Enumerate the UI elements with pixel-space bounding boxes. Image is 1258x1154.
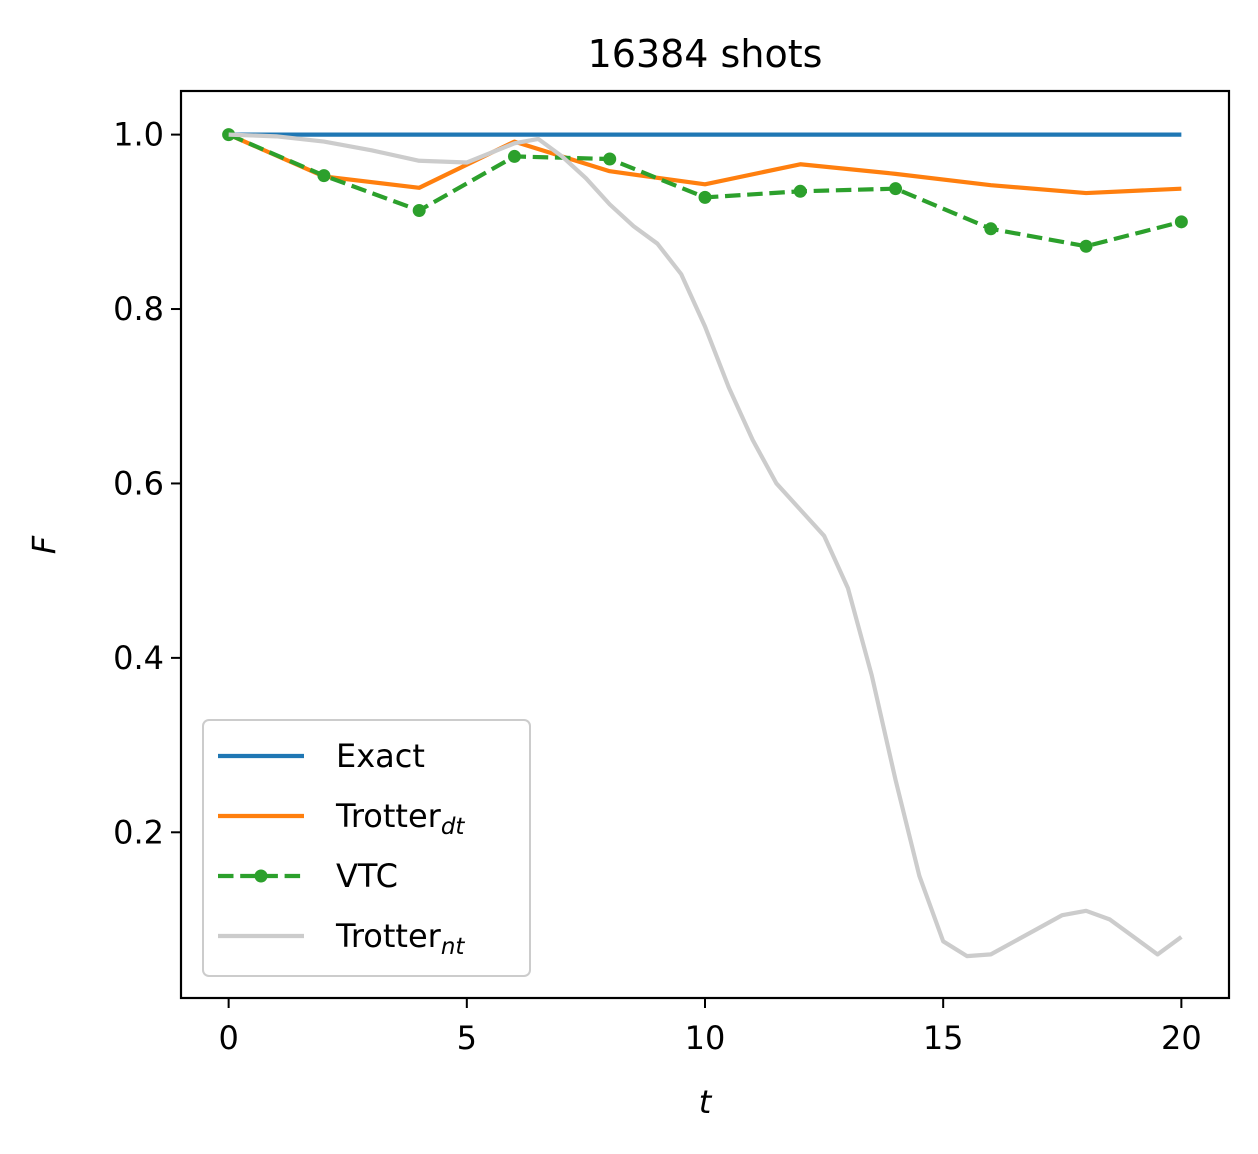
legend: Exact Trotterdt VTC Trotternt (202, 719, 531, 977)
x-tick-label: 10 (685, 1019, 726, 1057)
series-line-trotter-dt (227, 132, 1182, 196)
y-tick-label: 0.4 (113, 639, 164, 677)
ticks-layer: 0 5 10 15 20 0.2 0.4 0.6 0.8 1.0 (113, 116, 1202, 1057)
x-axis-label: t (699, 1083, 713, 1121)
chart-title: 16384 shots (588, 32, 823, 76)
x-tick-label: 20 (1161, 1019, 1202, 1057)
legend-marker-vtc (254, 869, 268, 883)
series-point-vtc (507, 149, 521, 163)
series-point-vtc (412, 203, 426, 217)
legend-label-vtc: VTC (336, 857, 398, 895)
series-line-trotter-nt (228, 132, 1183, 959)
series-point-vtc (984, 222, 998, 236)
series-point-vtc (698, 190, 712, 204)
x-tick-label: 15 (923, 1019, 964, 1057)
series-point-vtc (1079, 239, 1093, 253)
legend-label-trotter-nt: Trotternt (335, 917, 465, 960)
legend-box (202, 719, 531, 977)
x-tick-label: 0 (218, 1019, 238, 1057)
y-tick-label: 1.0 (113, 116, 164, 154)
series-point-vtc (317, 169, 331, 183)
y-tick-label: 0.6 (113, 464, 164, 502)
y-tick-label: 0.2 (113, 813, 164, 851)
series-point-vtc (603, 152, 617, 166)
series-point-vtc (793, 184, 807, 198)
plot-layer (222, 128, 1188, 959)
y-axis-label: F (25, 535, 63, 554)
x-tick-label: 5 (457, 1019, 477, 1057)
legend-label-exact: Exact (336, 737, 425, 775)
series-point-vtc (889, 182, 903, 196)
y-tick-label: 0.8 (113, 290, 164, 328)
series-point-vtc (1174, 215, 1188, 229)
legend-label-trotter-dt: Trotterdt (335, 797, 465, 840)
